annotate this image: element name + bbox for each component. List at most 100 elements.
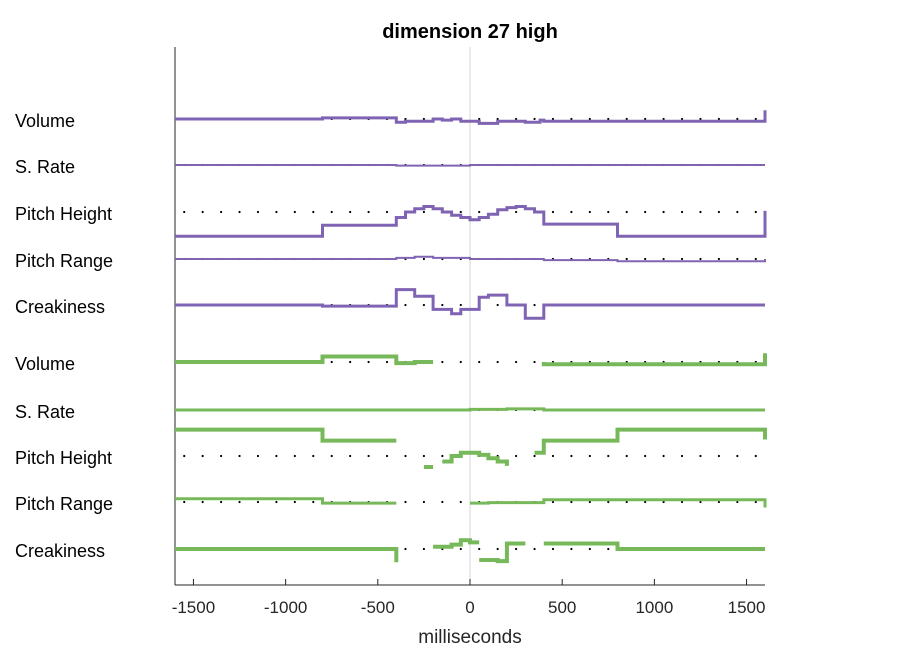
series-line: [470, 498, 767, 508]
baseline-dot: [533, 117, 536, 121]
baseline-dot: [754, 454, 757, 458]
baseline-dot: [680, 454, 684, 458]
baseline-dot: [238, 454, 241, 458]
baseline-dot: [201, 210, 204, 214]
baseline-dot: [736, 117, 739, 121]
baseline-dot: [441, 500, 444, 504]
track: [175, 353, 767, 367]
baseline-dot: [404, 547, 407, 551]
baseline-dot: [404, 500, 407, 504]
baseline-dot: [717, 117, 721, 121]
baseline-dot: [533, 303, 536, 307]
x-tick-label: 1500: [728, 598, 766, 617]
baseline-dot: [441, 303, 444, 307]
baseline-dot: [717, 210, 721, 214]
baseline-dot: [496, 360, 499, 364]
series-line: [175, 288, 765, 320]
baseline-dot: [736, 210, 739, 214]
baseline-dot: [699, 500, 702, 504]
baseline-dot: [330, 454, 333, 458]
baseline-dot: [385, 454, 389, 458]
baseline-dot: [219, 500, 223, 504]
baseline-dot: [478, 360, 481, 364]
baseline-dot: [422, 454, 426, 458]
baseline-dot: [422, 257, 426, 261]
baseline-dot: [404, 117, 407, 121]
baseline-dot: [736, 500, 739, 504]
track: [175, 205, 767, 238]
baseline-dot: [699, 210, 702, 214]
baseline-dot: [514, 210, 518, 214]
baseline-dot: [514, 454, 518, 458]
x-tick-label: -1500: [172, 598, 215, 617]
x-tick-label: -1000: [264, 598, 307, 617]
baseline-dot: [570, 210, 573, 214]
baseline-dot: [644, 117, 647, 121]
axes: -1500 -1000 -500 0 500 1000 1500: [172, 47, 766, 617]
series-line: [543, 541, 765, 551]
baseline-dot: [422, 117, 426, 121]
baseline-dot: [385, 360, 389, 364]
baseline-dot: [551, 210, 555, 214]
baseline-dot: [514, 360, 518, 364]
baseline-dot: [717, 500, 721, 504]
baseline-dot: [293, 454, 296, 458]
baseline-dot: [607, 547, 610, 551]
baseline-dot: [496, 547, 499, 551]
baseline-dot: [644, 257, 647, 261]
baseline-dot: [293, 500, 296, 504]
series-line: [534, 427, 767, 455]
baseline-dot: [312, 500, 315, 504]
baseline-dot: [496, 117, 499, 121]
baseline-dot: [183, 500, 186, 504]
baseline-dot: [367, 360, 370, 364]
baseline-dot: [275, 454, 278, 458]
baseline-dot: [588, 117, 591, 121]
baseline-dot: [570, 117, 573, 121]
baseline-dot: [662, 117, 665, 121]
row-label: Pitch Range: [15, 251, 113, 271]
track: [175, 497, 767, 508]
baseline-dot: [330, 360, 333, 364]
row-label: S. Rate: [15, 157, 75, 177]
baseline-dot: [570, 500, 573, 504]
baseline-dot: [662, 257, 665, 261]
baseline-dot: [478, 547, 481, 551]
baseline-dot: [588, 500, 591, 504]
baseline-dot: [496, 303, 499, 307]
baseline-dot: [349, 454, 352, 458]
row-label: Creakiness: [15, 541, 105, 561]
baseline-dot: [662, 500, 665, 504]
baseline-dot: [367, 210, 370, 214]
track: [175, 427, 767, 469]
baseline-dot: [699, 117, 702, 121]
baseline-dot: [607, 210, 610, 214]
baseline-dot: [275, 210, 278, 214]
baseline-dot: [293, 210, 296, 214]
baseline-dot: [644, 210, 647, 214]
baseline-dot: [183, 210, 186, 214]
series-line: [175, 547, 399, 563]
baseline-dot: [459, 210, 462, 214]
baseline-dot: [717, 257, 721, 261]
row-label: Volume: [15, 111, 75, 131]
baseline-dot: [551, 454, 555, 458]
baseline-dot: [441, 360, 444, 364]
row-label: Volume: [15, 354, 75, 374]
baseline-dot: [404, 303, 407, 307]
baseline-dot: [588, 210, 591, 214]
baseline-dot: [607, 500, 610, 504]
baseline-dot: [570, 454, 573, 458]
baseline-dot: [478, 210, 481, 214]
baseline-dot: [219, 454, 223, 458]
series-line: [541, 353, 767, 367]
baseline-dot: [312, 454, 315, 458]
baseline-dot: [644, 454, 647, 458]
baseline-dot: [533, 360, 536, 364]
baseline-dot: [422, 547, 426, 551]
track: [175, 110, 767, 125]
series-line: [175, 427, 397, 443]
baseline-dot: [459, 360, 462, 364]
baseline-dot: [588, 454, 591, 458]
baseline-dot: [699, 454, 702, 458]
